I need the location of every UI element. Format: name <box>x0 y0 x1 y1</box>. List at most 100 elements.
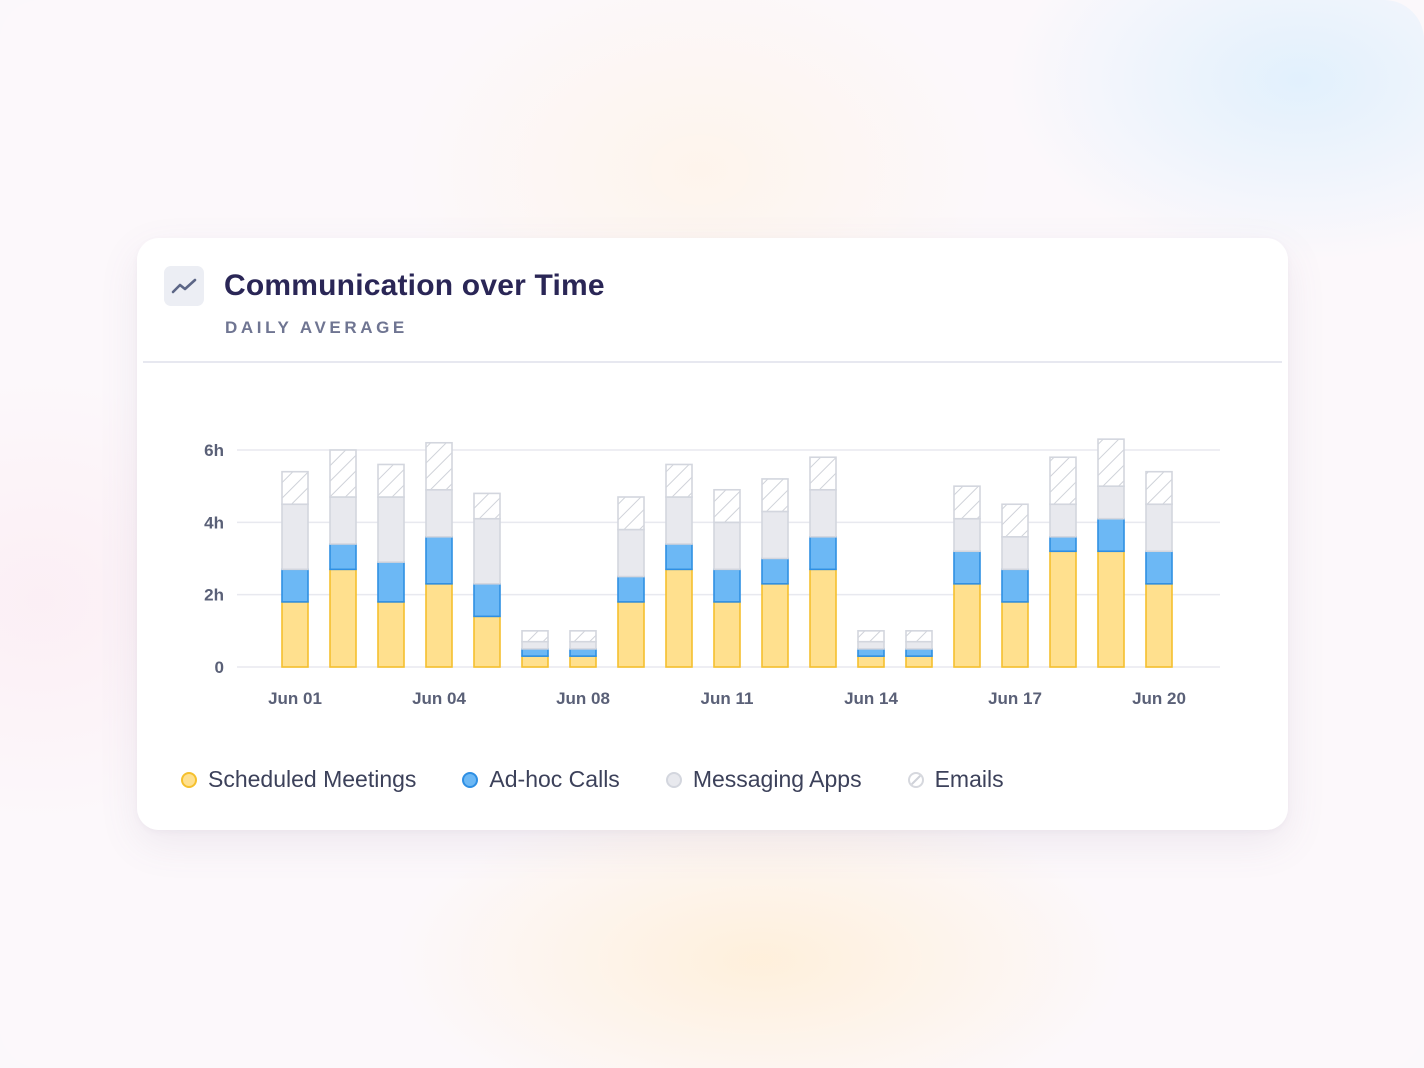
bar-segment-messaging-apps <box>329 496 357 545</box>
bar-segment-scheduled-meetings <box>1145 583 1173 668</box>
bar-segment-scheduled-meetings <box>329 568 357 668</box>
bar-segment-adhoc-calls <box>953 550 981 585</box>
bar-segment-scheduled-meetings <box>905 655 933 668</box>
emails-swatch <box>907 771 924 788</box>
x-tick-label: Jun 04 <box>412 689 466 708</box>
x-tick-label: Jun 14 <box>844 689 898 708</box>
bar-segment-scheduled-meetings <box>1001 601 1029 668</box>
stacked-bar-chart: 0 2h 4h 6h Jun 01 Jun 04 Jun 08 Jun 11 Jun 14 Jun… <box>204 438 1220 708</box>
bar-segment-messaging-apps <box>1049 503 1077 538</box>
bar-segment-emails <box>905 630 933 643</box>
bar-segment-scheduled-meetings <box>473 615 501 668</box>
bar-segment-adhoc-calls <box>1001 568 1029 603</box>
bar-segment-adhoc-calls <box>617 575 645 603</box>
bar-segment-scheduled-meetings <box>1097 550 1125 668</box>
bar-segment-adhoc-calls <box>1097 517 1125 553</box>
bar-segment-messaging-apps <box>857 640 885 650</box>
bar-segment-adhoc-calls <box>377 561 405 603</box>
bar-segment-emails <box>569 630 597 643</box>
bar-segment-scheduled-meetings <box>425 583 453 668</box>
bar-segment-adhoc-calls <box>761 557 789 585</box>
bar-jun-15 <box>905 630 933 668</box>
bars <box>281 438 1173 668</box>
bar-jun-12 <box>761 478 789 668</box>
bar-jun-19 <box>1097 438 1125 668</box>
bar-segment-emails <box>1049 456 1077 506</box>
bar-segment-scheduled-meetings <box>281 601 309 668</box>
bar-jun-05 <box>473 492 501 668</box>
y-tick-label: 6h <box>204 441 224 460</box>
bar-jun-04 <box>425 441 453 668</box>
axis-labels: 0 2h 4h 6h Jun 01 Jun 04 Jun 08 Jun 11 Jun 14 Jun… <box>204 441 1186 708</box>
bar-segment-adhoc-calls <box>1145 550 1173 585</box>
legend-label: Emails <box>934 766 1004 792</box>
bar-jun-14 <box>857 630 885 668</box>
bar-segment-adhoc-calls <box>521 648 549 657</box>
scheduled-meetings-swatch <box>181 771 197 788</box>
bar-jun-01 <box>281 470 309 668</box>
bar-segment-emails <box>665 463 693 498</box>
bar-segment-emails <box>377 463 405 498</box>
bar-segment-adhoc-calls <box>1049 535 1077 553</box>
bar-segment-adhoc-calls <box>809 535 837 571</box>
bar-segment-messaging-apps <box>665 496 693 545</box>
bar-segment-scheduled-meetings <box>809 568 837 668</box>
x-tick-label: Jun 20 <box>1132 689 1186 708</box>
bar-segment-messaging-apps <box>377 496 405 563</box>
bar-segment-adhoc-calls <box>665 543 693 571</box>
legend-label: Scheduled Meetings <box>208 766 417 792</box>
bar-jun-17 <box>1001 503 1029 668</box>
bar-segment-adhoc-calls <box>713 568 741 603</box>
bar-segment-emails <box>1001 503 1029 538</box>
bar-jun-11 <box>713 488 741 668</box>
bar-segment-messaging-apps <box>953 517 981 553</box>
bar-segment-messaging-apps <box>569 640 597 650</box>
y-tick-label: 2h <box>204 586 224 605</box>
bar-segment-messaging-apps <box>617 528 645 578</box>
bar-segment-emails <box>761 478 789 513</box>
bar-jun-18 <box>1049 456 1077 668</box>
bar-segment-emails <box>617 496 645 531</box>
legend-item-messaging-apps: Messaging Apps <box>665 766 862 793</box>
chart-legend: Scheduled Meetings Ad-hoc Calls Messagin… <box>181 766 1050 793</box>
bar-segment-messaging-apps <box>905 640 933 650</box>
bar-segment-messaging-apps <box>281 503 309 571</box>
bar-segment-emails <box>473 492 501 520</box>
bar-jun-06 <box>521 630 549 668</box>
trend-line-icon <box>164 266 204 306</box>
bar-segment-messaging-apps <box>521 640 549 650</box>
x-tick-label: Jun 08 <box>556 689 610 708</box>
bar-jun-02 <box>329 449 357 668</box>
bar-segment-scheduled-meetings <box>1049 550 1077 668</box>
bar-segment-adhoc-calls <box>329 543 357 571</box>
messaging-apps-swatch <box>665 771 682 788</box>
bar-segment-messaging-apps <box>1097 485 1125 520</box>
y-tick-label: 0 <box>215 658 224 677</box>
bar-jun-03 <box>377 463 405 668</box>
bar-segment-messaging-apps <box>809 488 837 538</box>
bar-segment-emails <box>809 456 837 491</box>
x-tick-label: Jun 17 <box>988 689 1042 708</box>
bar-segment-emails <box>713 488 741 524</box>
bar-jun-13 <box>809 456 837 668</box>
bar-segment-messaging-apps <box>1145 503 1173 553</box>
bar-jun-09 <box>617 496 645 668</box>
bar-segment-scheduled-meetings <box>713 601 741 668</box>
bar-segment-scheduled-meetings <box>953 583 981 668</box>
bar-segment-emails <box>521 630 549 643</box>
bar-segment-messaging-apps <box>761 510 789 560</box>
bar-segment-adhoc-calls <box>905 648 933 657</box>
x-tick-label: Jun 11 <box>701 689 754 708</box>
bar-segment-adhoc-calls <box>281 568 309 603</box>
bar-segment-emails <box>329 449 357 498</box>
bar-segment-emails <box>1097 438 1125 487</box>
bar-segment-messaging-apps <box>1001 535 1029 571</box>
bar-segment-adhoc-calls <box>857 648 885 657</box>
legend-item-emails: Emails <box>907 766 1004 793</box>
bar-segment-scheduled-meetings <box>857 655 885 668</box>
bar-segment-messaging-apps <box>473 517 501 585</box>
chart-title: Communication over Time <box>224 269 605 302</box>
legend-label: Ad-hoc Calls <box>489 766 620 792</box>
bar-jun-10 <box>665 463 693 668</box>
bar-segment-scheduled-meetings <box>761 583 789 668</box>
